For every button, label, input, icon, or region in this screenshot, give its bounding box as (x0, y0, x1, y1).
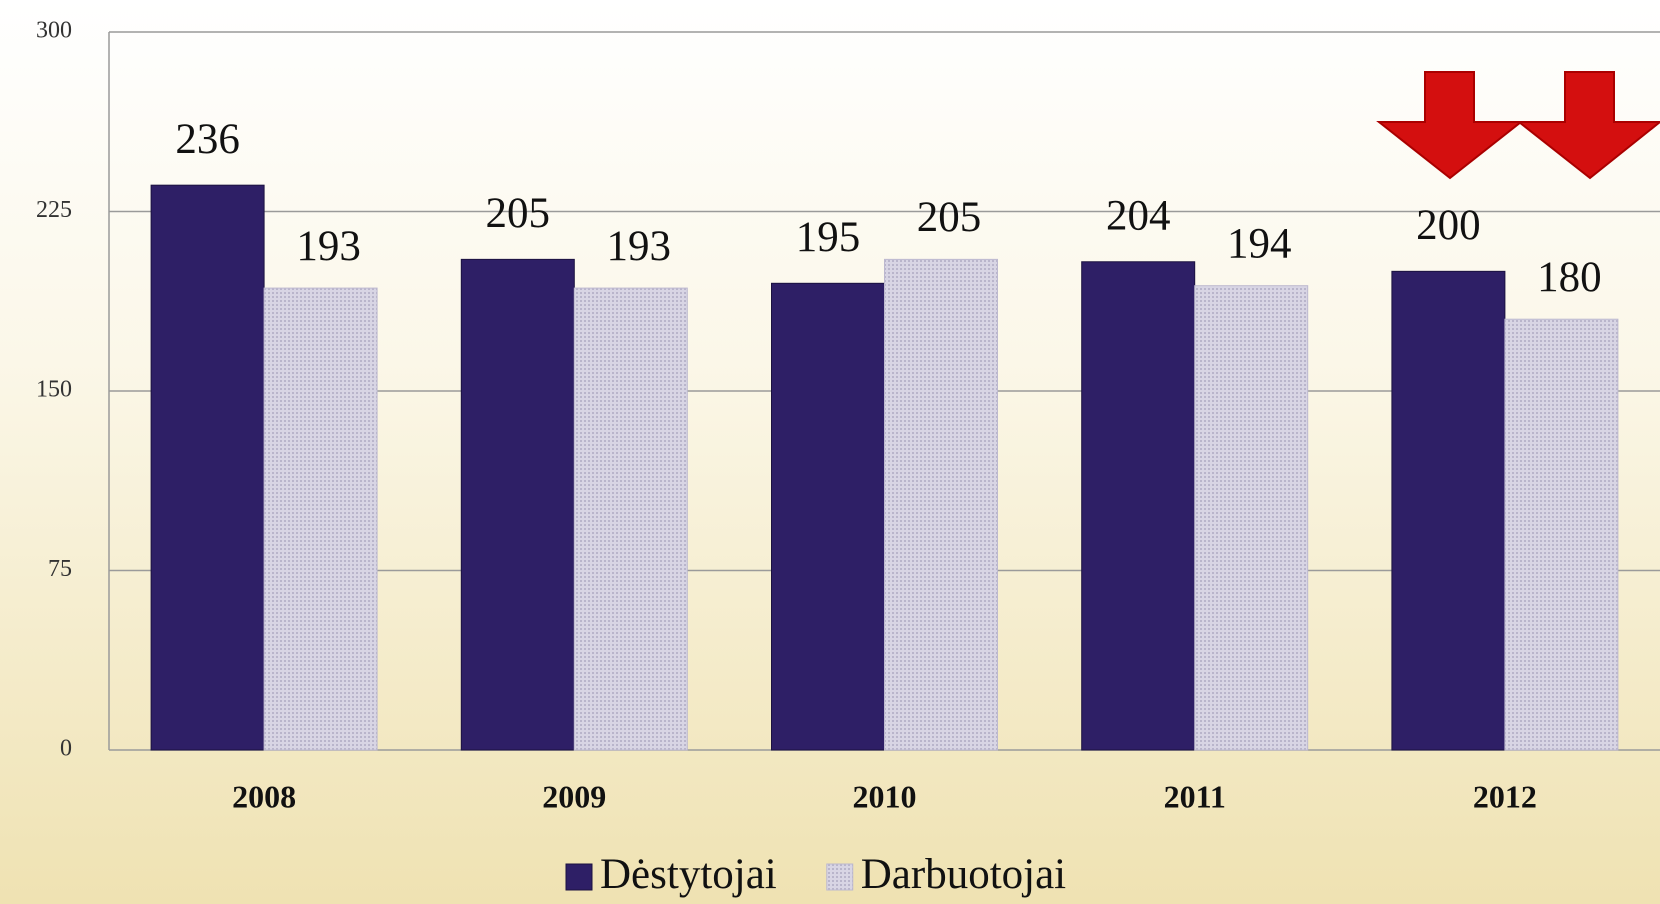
x-tick-label: 2008 (232, 778, 296, 814)
value-label: 204 (1106, 193, 1171, 240)
bar (573, 287, 688, 751)
legend-label: Dėstytojai (600, 851, 777, 898)
x-tick-label: 2011 (1164, 778, 1226, 814)
bar (1391, 270, 1506, 751)
bar (1194, 285, 1309, 751)
bar (884, 258, 998, 751)
legend-swatch (826, 863, 854, 891)
value-label: 180 (1537, 254, 1602, 301)
x-tick-label: 2009 (542, 778, 606, 814)
y-tick-label: 0 (60, 736, 72, 762)
bar (263, 287, 378, 751)
y-tick-label: 75 (48, 556, 72, 582)
value-label: 236 (175, 116, 240, 163)
y-tick-label: 225 (36, 197, 72, 223)
y-tick-label: 150 (36, 377, 72, 403)
value-label: 193 (607, 223, 672, 270)
value-label: 200 (1416, 202, 1481, 249)
bar (771, 282, 885, 751)
y-tick-label: 300 (36, 18, 72, 44)
value-label: 195 (796, 214, 861, 261)
bar (1504, 318, 1619, 751)
bar (1081, 261, 1196, 751)
legend-swatch (565, 863, 593, 891)
value-label: 205 (486, 190, 551, 237)
value-label: 194 (1227, 221, 1292, 268)
legend-label: Darbuotojai (861, 851, 1066, 898)
decor-arrows (1376, 71, 1660, 180)
x-tick-label: 2010 (853, 778, 917, 814)
value-label: 193 (296, 223, 361, 270)
bar (460, 258, 575, 751)
x-tick-label: 2012 (1473, 778, 1537, 814)
bar (150, 184, 265, 751)
value-label: 205 (917, 194, 982, 241)
